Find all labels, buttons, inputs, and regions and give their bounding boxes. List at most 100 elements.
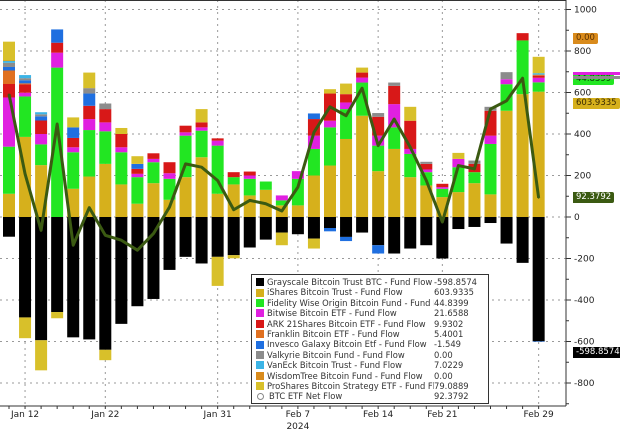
bar-segment-grayscale — [404, 217, 417, 249]
last-value-label: 0.00 — [573, 32, 598, 44]
bar-segment-bitwise — [131, 173, 144, 178]
bar-segment-bitwise — [356, 77, 369, 83]
bar-segment-ark — [35, 120, 48, 134]
bar-segment-valkyrie — [99, 103, 112, 110]
bar-segment-vaneck — [532, 73, 545, 75]
bar-segment-ark — [436, 183, 449, 188]
bar-segment-fidelity — [211, 145, 224, 194]
bar-segment-bitwise — [324, 120, 336, 128]
last-value-marker — [573, 75, 620, 79]
bar-segment-ishares — [404, 177, 417, 217]
legend-item: ARK 21Shares Bitcoin ETF - Fund Flow 9.93… — [256, 319, 484, 329]
y-tick-label: -200 — [574, 255, 595, 265]
net-flow-point — [505, 100, 508, 102]
net-flow-polyline — [7, 76, 541, 252]
bar-segment-ark — [51, 42, 64, 53]
bar-segment-ark — [163, 162, 176, 174]
bar-segment-fidelity — [388, 127, 401, 149]
bar-segment-fidelity — [259, 181, 272, 190]
bar-stack — [131, 156, 144, 307]
bar-stack — [243, 171, 256, 248]
bar-segment-grayscale — [227, 217, 240, 256]
net-flow-point — [216, 179, 219, 182]
legend-value: 5.4001 — [434, 328, 464, 339]
bar-stack — [51, 29, 64, 319]
bar-stack — [340, 83, 353, 242]
net-flow-point — [56, 123, 58, 125]
bar-segment-bitwise — [147, 158, 160, 163]
y-tick-label: 400 — [574, 130, 591, 140]
bar-segment-ark — [516, 33, 529, 41]
bar-segment-valkyrie — [388, 82, 401, 86]
legend-item: WisdomTree Bitcoin Fund - Fund Flow 0.00 — [256, 371, 484, 381]
net-flow-point — [40, 229, 42, 232]
bar-segment-ishares — [99, 163, 112, 217]
bar-segment-invesco — [307, 113, 320, 120]
bar-segment-grayscale — [163, 217, 176, 270]
bar-segment-ishares — [291, 205, 304, 217]
bar-segment-ark — [227, 172, 240, 178]
bar-stack — [99, 103, 112, 361]
bar-segment-fidelity — [468, 172, 481, 184]
bar-segment-wisdomtree — [3, 60, 15, 62]
bar-segment-grayscale — [452, 217, 465, 230]
legend-label: Fidelity Wise Origin Bitcoin Fund - Fund… — [267, 297, 434, 308]
last-value-label: 603.9335 — [573, 97, 620, 109]
bar-segment-bitwise — [99, 122, 112, 132]
legend-swatch — [256, 382, 264, 391]
x-tick-label: Feb 21 — [427, 410, 457, 420]
legend-swatch — [256, 361, 264, 370]
bar-segment-bitwise — [484, 135, 497, 144]
bar-segment-grayscale — [259, 217, 272, 240]
bar-segment-fidelity — [163, 178, 176, 200]
bar-segment-fidelity — [340, 109, 353, 139]
bar-segment-ishares — [83, 176, 96, 217]
legend: Grayscale Bitcoin Trust BTC - Fund Flow -… — [251, 274, 489, 404]
bar-segment-proshares — [19, 317, 32, 339]
last-value-label: -598.8574 — [573, 346, 620, 358]
bar-segment-ark — [356, 72, 369, 78]
x-tick-label: Feb 7 — [286, 410, 311, 420]
net-flow-point — [409, 146, 412, 149]
bar-stack — [35, 112, 48, 371]
x-tick-label: Jan 31 — [203, 410, 232, 420]
bar-segment-proshares — [307, 238, 320, 249]
legend-swatch — [256, 330, 264, 339]
bar-segment-ishares — [372, 171, 385, 217]
bar-segment-valkyrie — [83, 88, 96, 94]
bar-segment-proshares — [131, 156, 144, 164]
bar-segment-grayscale — [179, 217, 192, 257]
bar-stack — [163, 162, 176, 270]
bar-segment-ishares — [307, 175, 320, 217]
legend-item: Fidelity Wise Origin Bitcoin Fund - Fund… — [256, 298, 484, 308]
bar-segment-franklin — [3, 70, 15, 84]
net-flow-point — [152, 232, 155, 235]
bar-segment-invesco — [19, 80, 32, 84]
net-flow-point — [345, 114, 347, 117]
net-flow-line — [7, 76, 541, 252]
bar-segment-ishares — [324, 165, 336, 217]
bar-segment-franklin — [19, 83, 32, 85]
bar-segment-invesco — [67, 127, 80, 138]
bar-segment-ark — [99, 109, 112, 123]
bar-segment-valkyrie — [3, 62, 15, 67]
bar-segment-franklin — [532, 74, 545, 76]
bar-segment-grayscale — [356, 217, 369, 233]
bar-segment-ark — [532, 75, 545, 78]
legend-value: 92.3792 — [434, 391, 469, 402]
bar-segment-ark — [195, 122, 208, 128]
bar-segment-fidelity — [227, 177, 240, 185]
bar-segment-grayscale — [19, 217, 32, 318]
bar-segment-proshares — [275, 232, 288, 246]
bar-segment-grayscale — [291, 217, 304, 235]
axes: 1000 800 600 400 200 0 -200 -400 -600 -800 Jan 12 J… — [0, 0, 597, 431]
bar-segment-invesco — [372, 245, 385, 254]
bar-segment-grayscale — [275, 217, 288, 233]
bar-segment-fidelity — [67, 152, 80, 189]
bar-segment-bitwise — [340, 102, 353, 110]
legend-label: ProShares Bitcoin Strategy ETF - Fund Fl… — [267, 380, 434, 391]
bar-segment-ishares — [356, 115, 369, 217]
net-flow-point — [377, 144, 379, 147]
bar-stack — [484, 106, 497, 224]
bar-segment-ark — [179, 125, 192, 133]
